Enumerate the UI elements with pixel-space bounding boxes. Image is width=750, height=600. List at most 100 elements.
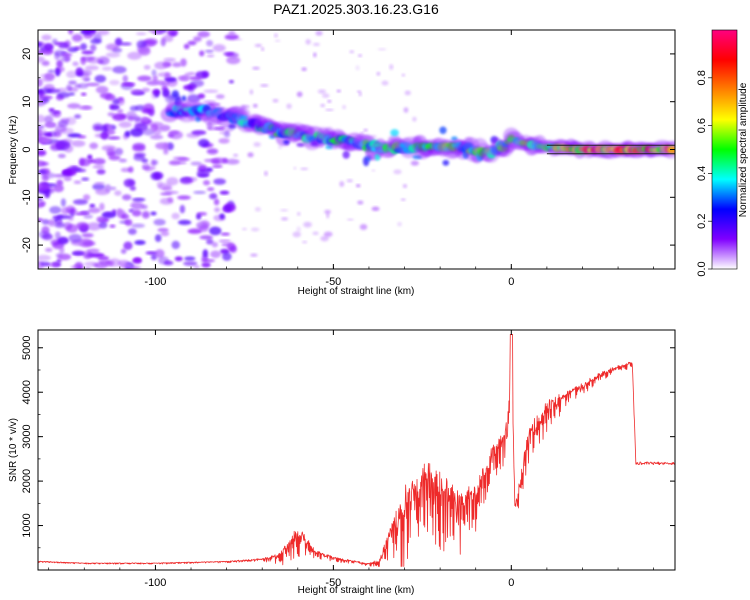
spectrogram-blob (48, 219, 56, 227)
spectrogram-blob (325, 108, 334, 111)
spectrogram-blob (38, 169, 47, 174)
spectrogram-blob (206, 238, 214, 245)
spectrogram-blob (202, 180, 211, 186)
spectrogram-blob (229, 245, 237, 253)
spectrogram-blob (93, 33, 102, 43)
spectrogram-blob (218, 239, 231, 243)
spectrogram-blob (80, 57, 87, 65)
spectrogram-blob (327, 99, 332, 103)
spectrogram-blob (157, 228, 169, 232)
spectrogram-blob (114, 147, 124, 156)
spectrogram-blob (44, 72, 56, 81)
spectrogram-blob (133, 154, 146, 162)
spectrogram-blob (98, 221, 108, 229)
spectrogram-blob (154, 249, 165, 259)
spectrogram-blob (154, 234, 162, 243)
spectrogram-blob (203, 158, 215, 163)
spectrogram-blob (57, 153, 66, 159)
spectrogram-blob (224, 204, 232, 212)
spectrogram-blob (131, 223, 145, 228)
spectrogram-blob (220, 232, 231, 236)
spectrogram-blob (107, 124, 113, 133)
spectrogram-blob (342, 150, 350, 159)
spectrogram-blob (94, 74, 107, 83)
spectrogram-blob (187, 83, 197, 90)
spectrogram-blob (300, 167, 309, 171)
spectrogram-blob (166, 177, 179, 186)
spectrogram-blob (158, 256, 170, 265)
spectrogram-blob (250, 227, 260, 232)
spectrogram-blob (54, 222, 66, 229)
spectrogram-blob (52, 215, 60, 220)
spectrogram-blob (89, 203, 96, 209)
spectrogram-blob (226, 56, 241, 65)
spectrogram-blob (38, 182, 50, 192)
spectrogram-blob (52, 110, 61, 114)
spectrogram-blob (183, 43, 190, 50)
spectrogram-blob (146, 80, 161, 86)
spectrogram-blob (105, 52, 121, 58)
colorbar-ticks: 0.0 0.2 0.4 0.6 0.8 (696, 70, 712, 277)
spectrogram-blob (74, 212, 90, 216)
spectrogram-blob (107, 150, 117, 157)
spectrogram-blob (123, 241, 133, 250)
spectrogram-blob (67, 103, 81, 109)
spectrogram-blob (239, 115, 248, 120)
snr-series-line (38, 334, 675, 567)
spectrogram-blob (68, 164, 79, 170)
spectrogram-blob (320, 103, 326, 108)
spectrogram-blob (253, 142, 261, 147)
spectrogram-blob (197, 31, 210, 38)
spectrogram-blob (133, 257, 142, 263)
spectrogram-blob (210, 250, 221, 259)
spectrogram-blob (50, 239, 61, 246)
spectrogram-blob (164, 72, 171, 81)
spectrogram-x-ticks: -100 -50 0 (48, 30, 654, 288)
spectrogram-blob (104, 94, 116, 101)
spectrogram-blob (442, 159, 450, 166)
spectrogram-blob (38, 149, 47, 156)
spectrogram-blob (127, 228, 137, 235)
spectrogram-blob (81, 30, 97, 34)
spectrogram-blob (198, 224, 209, 233)
spectrogram-blob (400, 198, 406, 201)
spectrogram-blob (38, 89, 45, 98)
spectrogram-blob (38, 254, 51, 261)
spectrogram-blob (44, 191, 51, 199)
spectrogram-blob (118, 158, 128, 163)
spectrogram-blob (204, 49, 214, 53)
spectrogram-blob (168, 130, 180, 135)
spectrogram-blob (264, 171, 268, 176)
spectrogram-blob (38, 125, 45, 130)
spectrogram-blob (181, 95, 187, 101)
spectrogram-blob (376, 71, 381, 76)
spectrogram-blob (206, 187, 215, 192)
spectrogram-blob (191, 130, 207, 136)
spectrogram-blob (86, 222, 102, 231)
spectrogram-blob (138, 47, 151, 56)
spectrogram-blob (72, 199, 88, 205)
colorbar: 0.0 0.2 0.4 0.6 0.8 Normalized spectral ampl… (696, 29, 749, 277)
spectrogram-blob (199, 235, 214, 240)
spectrogram-blob (120, 248, 127, 254)
spectrogram-blob (38, 197, 44, 202)
spectrogram-blob (143, 38, 158, 46)
spectrogram-blob (214, 126, 226, 131)
spectrogram-blob (305, 38, 311, 45)
spectrogram-blob (132, 144, 146, 152)
spectrogram-blob (96, 169, 106, 175)
spectrogram-blob (145, 251, 157, 255)
spectrogram-blob (296, 142, 305, 147)
spectrogram-blob (41, 233, 53, 241)
spectrogram-blob (131, 197, 146, 202)
spectrogram-blob (65, 47, 74, 52)
spectrogram-blob (49, 206, 62, 214)
spectrogram-blob (280, 217, 289, 221)
spectrogram-blob (185, 177, 198, 182)
spectrogram-blob (56, 215, 72, 220)
spectrogram-blob (41, 60, 50, 66)
spectrogram-blob (141, 87, 151, 93)
spectrogram-blob (225, 52, 239, 58)
spectrogram-blob (280, 209, 289, 212)
spectrogram-blob (302, 240, 307, 244)
